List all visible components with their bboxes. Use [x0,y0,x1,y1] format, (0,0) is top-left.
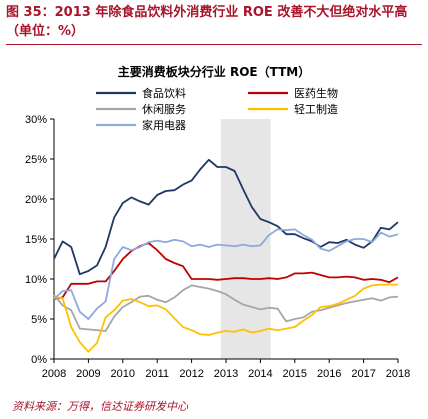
legend-label: 休闲服务 [142,102,186,116]
caption-divider [6,44,422,45]
highlight-band [220,119,271,359]
x-tick-label: 2015 [283,368,307,380]
legend-label: 家用电器 [142,118,186,132]
x-tick-label: 2010 [111,368,135,380]
legend-label: 医药生物 [294,86,338,100]
x-tick-label: 2008 [42,368,66,380]
axes: 0% 5% 10% 15% 20% 25% 30% 2008 2009 2010 2011 2012 2… [25,114,410,380]
x-tick-label: 2013 [214,368,238,380]
legend-label: 轻工制造 [294,102,338,116]
series-line-1 [53,158,399,276]
x-tick-label: 2014 [248,368,272,380]
series-line-5 [53,228,399,320]
y-tick-label: 15% [25,234,47,246]
shaded-period [220,119,271,359]
x-tick-label: 2009 [76,368,100,380]
y-tick-label: 30% [25,114,47,126]
x-tick-label: 2011 [145,368,169,380]
y-tick-label: 10% [25,274,47,286]
x-tick-label: 2018 [386,368,410,380]
series-lines [53,158,399,353]
y-tick-label: 20% [25,194,47,206]
legend-label: 食品饮料 [142,86,186,100]
y-tick-label: 25% [25,154,47,166]
series-line-3 [53,284,399,332]
series-line-4 [53,283,398,353]
figure-caption: 图 35：2013 年除食品饮料外消费行业 ROE 改善不大但绝对水平高（单位：… [6,5,408,39]
y-tick-label: 0% [31,354,47,366]
x-tick-label: 2016 [317,368,341,380]
source-note: 资料来源：万得，信达证券研发中心 [12,400,188,413]
chart-title: 主要消费板块分行业 ROE（TTM） [118,64,310,79]
x-tick-label: 2017 [351,368,375,380]
x-tick-label: 2012 [179,368,203,380]
y-tick-label: 5% [31,314,47,326]
